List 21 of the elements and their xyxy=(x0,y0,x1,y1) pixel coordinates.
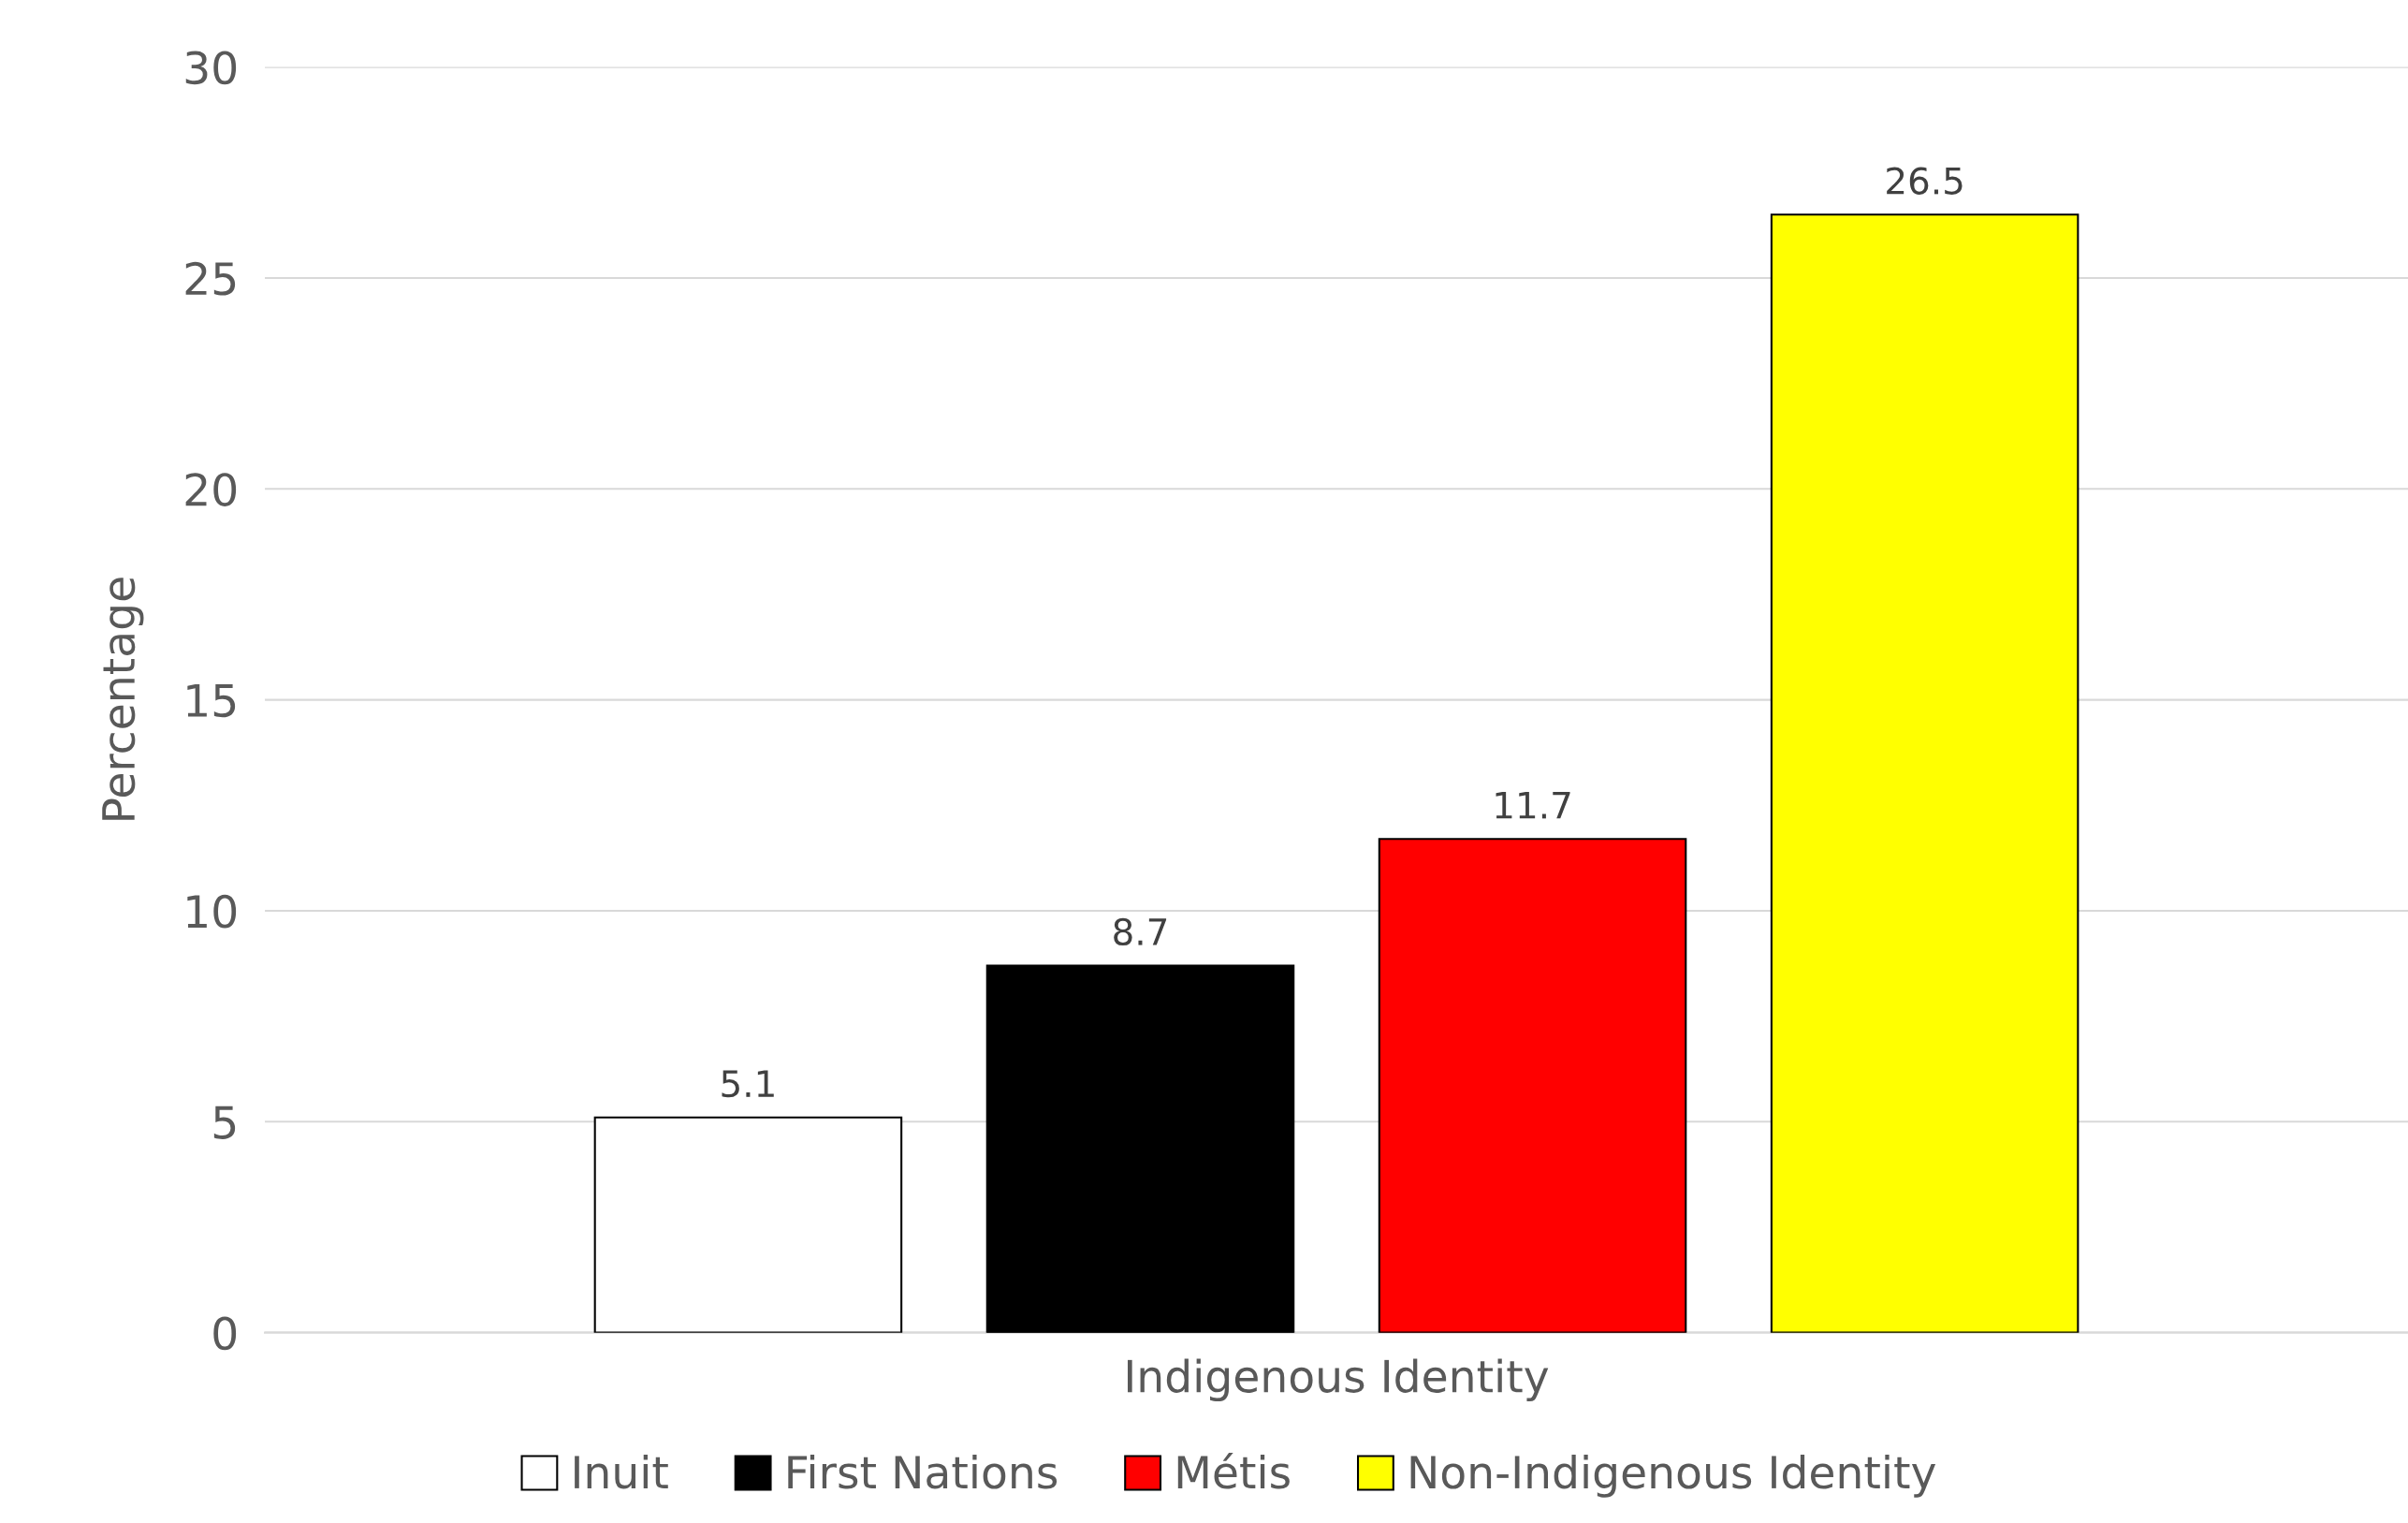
legend-label: First Nations xyxy=(788,1455,1058,1489)
y-tick-label: 0 xyxy=(213,1316,237,1351)
y-tick-label: 20 xyxy=(185,473,237,506)
legend-label: Métis xyxy=(1177,1453,1290,1489)
y-tick-label: 25 xyxy=(185,261,236,296)
legend-label: Inuit xyxy=(575,1455,668,1489)
bar xyxy=(1378,838,1687,1333)
data-label: 8.7 xyxy=(1114,917,1167,946)
bar xyxy=(593,1116,903,1333)
bar xyxy=(985,964,1295,1333)
x-tick-label: Indigenous Identity xyxy=(1127,1358,1549,1402)
bar xyxy=(1770,213,2080,1333)
y-tick-label: 15 xyxy=(187,684,236,718)
y-tick-label: 10 xyxy=(187,894,237,929)
legend-label: Non-Indigenous Identity xyxy=(1410,1455,1936,1498)
y-tick-label: 30 xyxy=(185,51,237,85)
data-label: 5.1 xyxy=(722,1070,774,1098)
y-tick-label: 5 xyxy=(213,1106,236,1139)
data-label: 11.7 xyxy=(1496,792,1570,819)
data-label: 26.5 xyxy=(1887,167,1963,195)
y-axis-title: Percentage xyxy=(102,578,144,820)
